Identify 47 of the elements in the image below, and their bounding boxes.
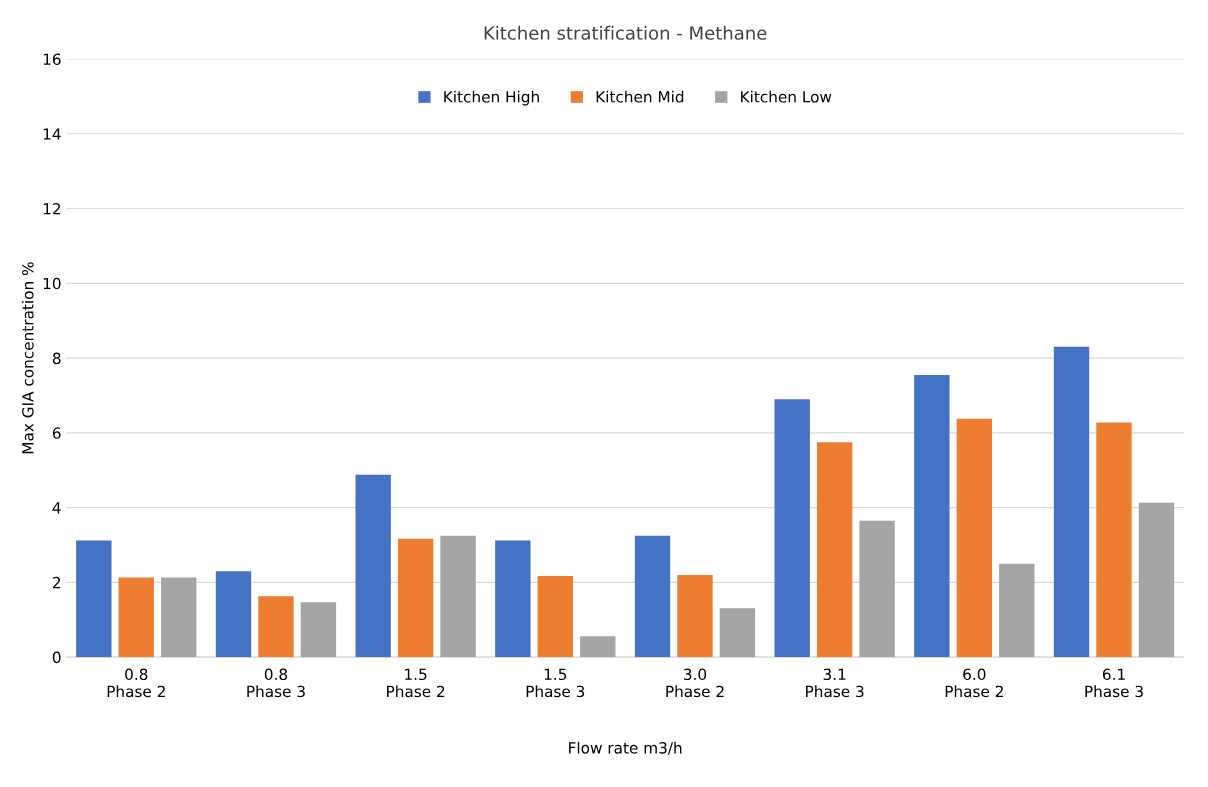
bar <box>914 374 950 658</box>
bar <box>774 399 810 658</box>
y-tick-label: 10 <box>43 277 61 290</box>
y-tick-label: 14 <box>43 128 61 140</box>
y-tick-label: 2 <box>52 576 61 589</box>
y-tick-label: 16 <box>43 53 61 66</box>
legend-label: Kitchen High <box>444 90 539 106</box>
x-tick-label: 1.5 Phase 2 <box>387 668 445 698</box>
x-axis-title: Flow rate m3/h <box>569 741 682 755</box>
y-tick-label: 4 <box>52 502 61 514</box>
x-tick-label: 3.0 Phase 2 <box>666 668 724 698</box>
bar <box>1138 502 1175 658</box>
bar <box>440 535 476 658</box>
y-axis-title: Max GIA concentration % <box>21 262 34 454</box>
bar <box>397 538 434 658</box>
bar <box>634 535 671 658</box>
bar <box>537 576 573 658</box>
bar <box>1096 422 1132 658</box>
bar <box>215 571 252 658</box>
bar <box>859 520 895 658</box>
legend-label: Kitchen Mid <box>596 90 684 103</box>
x-tick-label: 6.0 Phase 2 <box>945 668 1003 698</box>
bar <box>355 474 391 658</box>
x-tick-label: 0.8 Phase 2 <box>107 668 165 698</box>
x-tick-label: 0.8 Phase 3 <box>247 668 305 698</box>
bar <box>999 563 1035 658</box>
bar <box>495 540 531 658</box>
y-tick-label: 0 <box>52 651 61 664</box>
bar <box>76 540 112 658</box>
bar <box>956 418 993 658</box>
bar <box>300 602 337 658</box>
y-tick-label: 12 <box>43 203 61 215</box>
chart-title: Kitchen stratification - Methane <box>484 25 767 40</box>
bar <box>816 442 853 658</box>
x-tick-label: 3.1 Phase 3 <box>806 668 864 698</box>
bar <box>580 636 616 658</box>
y-tick-label: 8 <box>52 352 61 365</box>
legend-label: Kitchen Low <box>741 90 832 103</box>
bar <box>1053 346 1090 658</box>
bar <box>677 574 713 658</box>
bar <box>118 577 154 658</box>
x-tick-label: 1.5 Phase 3 <box>526 668 585 698</box>
y-tick-label: 6 <box>52 427 61 439</box>
x-tick-label: 6.1 Phase 3 <box>1085 668 1143 698</box>
bar <box>258 596 294 658</box>
bar <box>161 577 197 658</box>
bar <box>719 608 756 658</box>
